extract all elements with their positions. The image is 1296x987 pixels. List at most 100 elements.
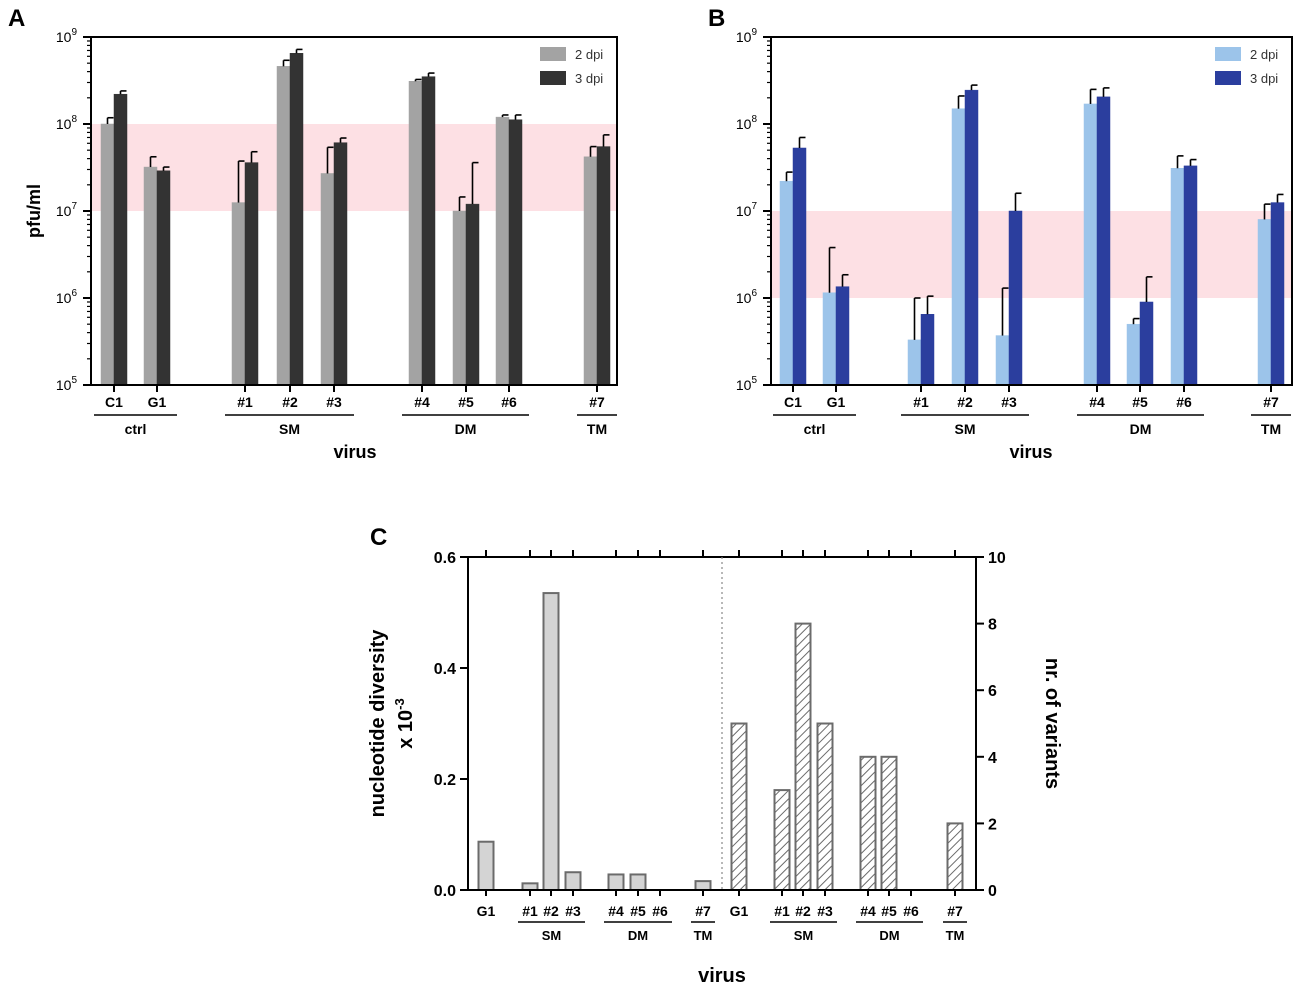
x-tick-label: #2 [282, 394, 298, 410]
legend-label: 3 dpi [575, 71, 603, 86]
y-right-axis-title: nr. of variants [1041, 658, 1063, 789]
y-tick-label: 106 [736, 288, 758, 306]
bar [596, 146, 611, 386]
y-right-tick-label: 10 [988, 550, 1006, 567]
x-tick-label: #5 [1132, 394, 1148, 410]
bar [920, 314, 935, 386]
bar [1126, 323, 1141, 386]
bar-hatched [816, 722, 834, 891]
y-tick-label: 106 [56, 288, 78, 306]
bar-hatched [946, 822, 964, 892]
bar [143, 166, 158, 386]
x-tick-label: #6 [652, 903, 668, 919]
y-left-tick-label: 0.6 [434, 550, 456, 567]
bar [542, 592, 560, 891]
x-tick-label: #7 [947, 903, 963, 919]
panel-b: B 105 106 107 108 109 C1 G1 #1 #2 #3 #4 #5 #6 #7 ctrl SM… [708, 5, 1293, 462]
panel-label: A [8, 5, 25, 32]
x-tick-label: G1 [730, 903, 749, 919]
group-label: TM [694, 928, 713, 943]
y-tick-label: 108 [56, 114, 78, 132]
x-tick-label: #6 [903, 903, 919, 919]
y-tick-label: 107 [736, 201, 758, 219]
bar [779, 180, 794, 386]
x-tick-label: #4 [860, 903, 876, 919]
bar [452, 210, 467, 386]
bar-hatched [859, 755, 877, 891]
y-tick-label: 109 [736, 27, 758, 45]
bar-hatched [794, 622, 812, 891]
x-tick-label: #7 [589, 394, 605, 410]
bar [495, 116, 510, 386]
legend-label: 3 dpi [1250, 71, 1278, 86]
bar [320, 173, 335, 386]
group-label: TM [587, 421, 607, 437]
bar [244, 162, 259, 386]
y-right-tick-label: 0 [988, 883, 997, 900]
group-label: DM [879, 928, 899, 943]
x-tick-label: #3 [565, 903, 581, 919]
legend-label: 2 dpi [575, 47, 603, 62]
x-tick-label: #3 [326, 394, 342, 410]
y-right-tick-label: 2 [988, 816, 997, 833]
bar [792, 147, 807, 386]
y-tick-label: 109 [56, 27, 78, 45]
group-label: ctrl [125, 421, 147, 437]
x-tick-label: C1 [105, 394, 123, 410]
x-tick-label: #4 [1089, 394, 1105, 410]
bar [1139, 301, 1154, 386]
x-tick-label: G1 [148, 394, 167, 410]
x-tick-label: #7 [695, 903, 711, 919]
panel-c: C 0.0 0.2 0.4 0.6 0 2 4 6 8 10 G1 #1 #2 #3 #4 #5 #6 #7 G1 #1… [367, 524, 1063, 987]
bar [289, 53, 304, 386]
group-label: SM [794, 928, 814, 943]
x-tick-label: #4 [608, 903, 624, 919]
bar-hatched [880, 755, 898, 891]
x-axis-title: virus [698, 965, 746, 987]
x-tick-label: G1 [827, 394, 846, 410]
group-label: SM [542, 928, 562, 943]
bar [907, 339, 922, 386]
bar [629, 873, 647, 892]
bar [113, 93, 128, 386]
bar [694, 880, 712, 891]
x-axis-title: virus [1009, 442, 1052, 462]
x-tick-label: #3 [1001, 394, 1017, 410]
y-left-tick-label: 0.2 [434, 772, 456, 789]
legend-swatch [540, 47, 566, 61]
y-left-axis-title: nucleotide diversity [367, 629, 389, 818]
x-tick-label: #1 [237, 394, 253, 410]
bar [951, 108, 966, 386]
x-tick-label: #1 [774, 903, 790, 919]
group-label: TM [946, 928, 965, 943]
bar [964, 89, 979, 386]
bar [156, 170, 171, 386]
bar [1008, 210, 1023, 386]
y-right-tick-label: 4 [988, 750, 997, 767]
y-right-tick-label: 6 [988, 683, 997, 700]
bar [564, 871, 582, 891]
bar [607, 873, 625, 892]
bar [822, 292, 837, 386]
x-tick-label: #6 [1176, 394, 1192, 410]
x-tick-label: #1 [522, 903, 538, 919]
group-label: TM [1261, 421, 1281, 437]
group-label: ctrl [804, 421, 826, 437]
x-tick-label: #7 [1263, 394, 1279, 410]
legend-swatch [1215, 47, 1241, 61]
bar [100, 123, 115, 386]
legend-label: 2 dpi [1250, 47, 1278, 62]
y-left-axis-title-line2: x 10-3 [392, 698, 417, 749]
bar [1270, 202, 1285, 386]
bar [1170, 168, 1185, 386]
bar [477, 840, 495, 892]
bar [508, 119, 523, 386]
reference-band [771, 211, 1292, 298]
group-label: DM [628, 928, 648, 943]
bar [1183, 165, 1198, 386]
y-right-tick-label: 8 [988, 617, 997, 634]
y-left-tick-label: 0.4 [434, 661, 456, 678]
bar [231, 202, 246, 386]
bar [408, 81, 423, 386]
